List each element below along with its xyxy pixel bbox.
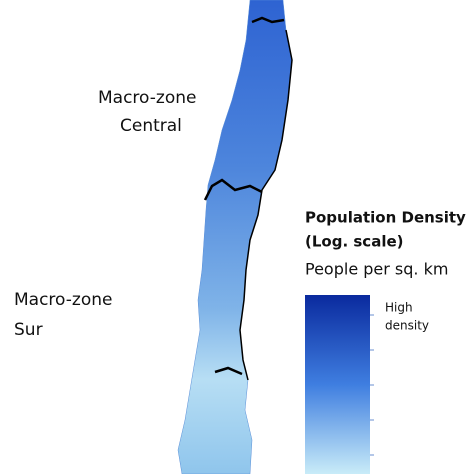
zone-boundary: [203, 178, 263, 201]
zone-label: Macro-zone: [14, 290, 112, 310]
legend-high: density: [385, 319, 429, 333]
color-bar-ticks: [370, 314, 374, 456]
zone-label: Central: [120, 116, 182, 136]
legend-high: High: [385, 301, 413, 315]
region-shape: [177, 0, 293, 474]
color-bar: [305, 295, 370, 474]
zone-label: Sur: [14, 320, 43, 340]
legend-scale: (Log. scale): [305, 233, 404, 251]
coast-line: [239, 29, 293, 381]
zone-label: Macro-zone: [98, 88, 196, 108]
zone-boundary: [251, 16, 285, 24]
legend-unit: People per sq. km: [305, 260, 448, 279]
zone-boundary: [214, 366, 243, 376]
legend-title: Population Density: [305, 209, 466, 227]
